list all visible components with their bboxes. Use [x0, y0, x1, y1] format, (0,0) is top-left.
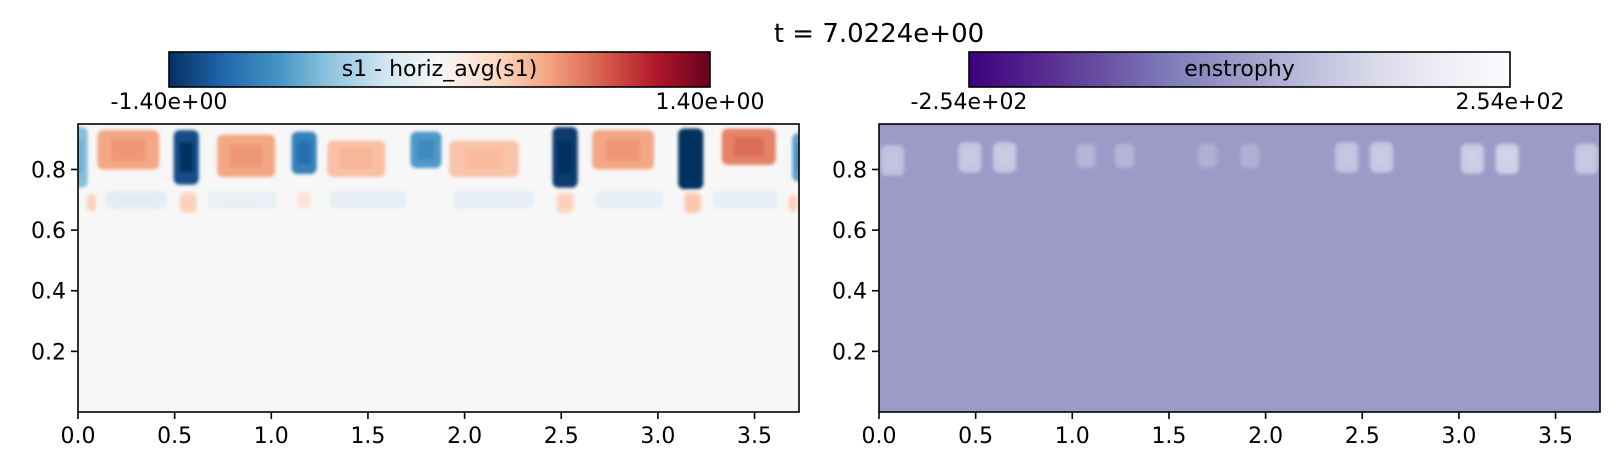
- y-tick-label-enstrophy: 0.4: [832, 280, 867, 305]
- heatmap-enstrophy-cell-core-11: [1580, 150, 1593, 168]
- y-tick-label-s1: 0.8: [31, 158, 66, 183]
- heatmap-s1-cell-core-2: [179, 142, 194, 173]
- colorbar-enstrophy-max-label: 2.54e+02: [1456, 90, 1565, 115]
- heatmap-s1-cell-core-18: [790, 197, 796, 208]
- y-tick-label-s1: 0.6: [31, 219, 66, 244]
- axes-frame-s1: [77, 123, 800, 413]
- heatmap-enstrophy-background: [879, 124, 1600, 412]
- panel-enstrophy: enstrophy -2.54e+02 2.54e+02 0.0 0.5 1.0 1.…: [832, 51, 1601, 449]
- heatmap-s1-cell-core-7: [464, 148, 504, 169]
- y-tick-label-s1: 0.2: [31, 340, 66, 365]
- x-tick-label-enstrophy: 3.5: [1538, 424, 1573, 449]
- y-tick-label-enstrophy: 0.2: [832, 340, 867, 365]
- heatmap-s1-cell-core-13: [88, 197, 95, 208]
- x-tick-label-enstrophy: 2.5: [1345, 424, 1380, 449]
- y-tick-label-enstrophy: 0.8: [832, 158, 867, 183]
- x-tick-label-s1: 0.5: [157, 424, 192, 449]
- heatmap-s1-cell-core-24: [726, 194, 763, 205]
- heatmap-s1-cell-core-9: [606, 138, 641, 161]
- x-tick-label-s1: 1.5: [350, 424, 385, 449]
- x-tick-label-s1: 1.0: [254, 424, 289, 449]
- x-tick-label-s1: 3.5: [737, 424, 772, 449]
- x-tick-label-enstrophy: 0.5: [958, 424, 993, 449]
- heatmap-enstrophy-cell-core-1: [963, 149, 977, 166]
- heatmap-s1-cell-core-8: [558, 140, 573, 175]
- x-tick-label-enstrophy: 0.0: [862, 424, 897, 449]
- heatmap-enstrophy-cell-core-10: [1500, 150, 1514, 168]
- heatmap-enstrophy-cell-core-2: [998, 149, 1012, 166]
- heatmap-s1-cell-core-5: [340, 148, 373, 169]
- axes-frame-enstrophy: [878, 123, 1601, 413]
- colorbar-s1-min-label: -1.40e+00: [111, 90, 228, 115]
- heatmap-enstrophy-cell-core-0: [886, 152, 899, 169]
- y-tick-label-s1: 0.4: [31, 280, 66, 305]
- heatmap-s1-cell-core-0: [78, 140, 84, 175]
- figure-title: t = 7.0224e+00: [774, 19, 984, 49]
- y-tick-label-enstrophy: 0.6: [832, 219, 867, 244]
- x-tick-label-enstrophy: 1.5: [1151, 424, 1186, 449]
- heatmap-enstrophy-cell-core-7: [1340, 149, 1354, 166]
- heatmap-s1-cell-core-17: [687, 196, 698, 209]
- heatmap-s1-cell-core-1: [111, 138, 146, 161]
- x-tick-label-enstrophy: 3.0: [1441, 424, 1476, 449]
- colorbar-s1-max-label: 1.40e+00: [656, 90, 765, 115]
- x-tick-label-s1: 2.5: [544, 424, 579, 449]
- x-tick-label-s1: 2.0: [447, 424, 482, 449]
- heatmap-s1-cell-core-6: [417, 139, 435, 160]
- heatmap-s1-cell-core-23: [609, 194, 649, 205]
- heatmap-s1-cell-core-21: [346, 194, 390, 205]
- heatmap-s1-cell-core-16: [560, 196, 570, 209]
- heatmap-s1-cell-core-19: [118, 194, 153, 205]
- heatmap-enstrophy-cell-core-4: [1119, 149, 1130, 163]
- heatmap-s1-cell-core-12: [795, 144, 799, 171]
- ticks-enstrophy: 0.0 0.5 1.0 1.5 2.0 2.5 3.0 3.5 0.2 0.4 0.6 0.8: [832, 158, 1573, 449]
- heatmap-s1-cell-core-10: [683, 142, 698, 176]
- heatmap-enstrophy-cell-core-6: [1244, 149, 1256, 163]
- heatmap-s1-cell-core-22: [471, 194, 516, 205]
- heatmap-enstrophy: [879, 124, 1600, 412]
- x-tick-label-s1: 0.0: [61, 424, 96, 449]
- colorbar-enstrophy-min-label: -2.54e+02: [911, 90, 1028, 115]
- colorbar-s1: [168, 51, 711, 88]
- heatmap-s1-cell-core-14: [183, 196, 193, 209]
- heatmap-enstrophy-cell-core-8: [1375, 149, 1388, 166]
- heatmap-s1-cell-core-11: [733, 136, 764, 157]
- colorbar-s1-label: s1 - horiz_avg(s1): [342, 57, 538, 82]
- colorbar-enstrophy: [968, 51, 1511, 88]
- heatmap-enstrophy-cell-core-9: [1466, 150, 1479, 168]
- x-tick-label-s1: 3.0: [640, 424, 675, 449]
- heatmap-enstrophy-cell-core-5: [1202, 149, 1213, 163]
- heatmap-s1-cell-core-15: [300, 194, 308, 205]
- colorbar-enstrophy-label: enstrophy: [1184, 57, 1295, 82]
- x-tick-label-enstrophy: 2.0: [1248, 424, 1283, 449]
- panel-s1: s1 - horiz_avg(s1) -1.40e+00 1.40e+00 0.…: [31, 51, 800, 449]
- heatmap-s1-cell-core-4: [297, 141, 312, 165]
- heatmap-s1-cell-core-20: [223, 194, 262, 205]
- heatmap-s1-cell-core-3: [230, 144, 263, 168]
- ticks-s1: 0.0 0.5 1.0 1.5 2.0 2.5 3.0 3.5 0.2 0.4 0.6 0.8: [31, 158, 772, 449]
- x-tick-label-enstrophy: 1.0: [1055, 424, 1090, 449]
- heatmap-enstrophy-cell-core-3: [1080, 149, 1092, 163]
- heatmap-s1: [78, 124, 799, 412]
